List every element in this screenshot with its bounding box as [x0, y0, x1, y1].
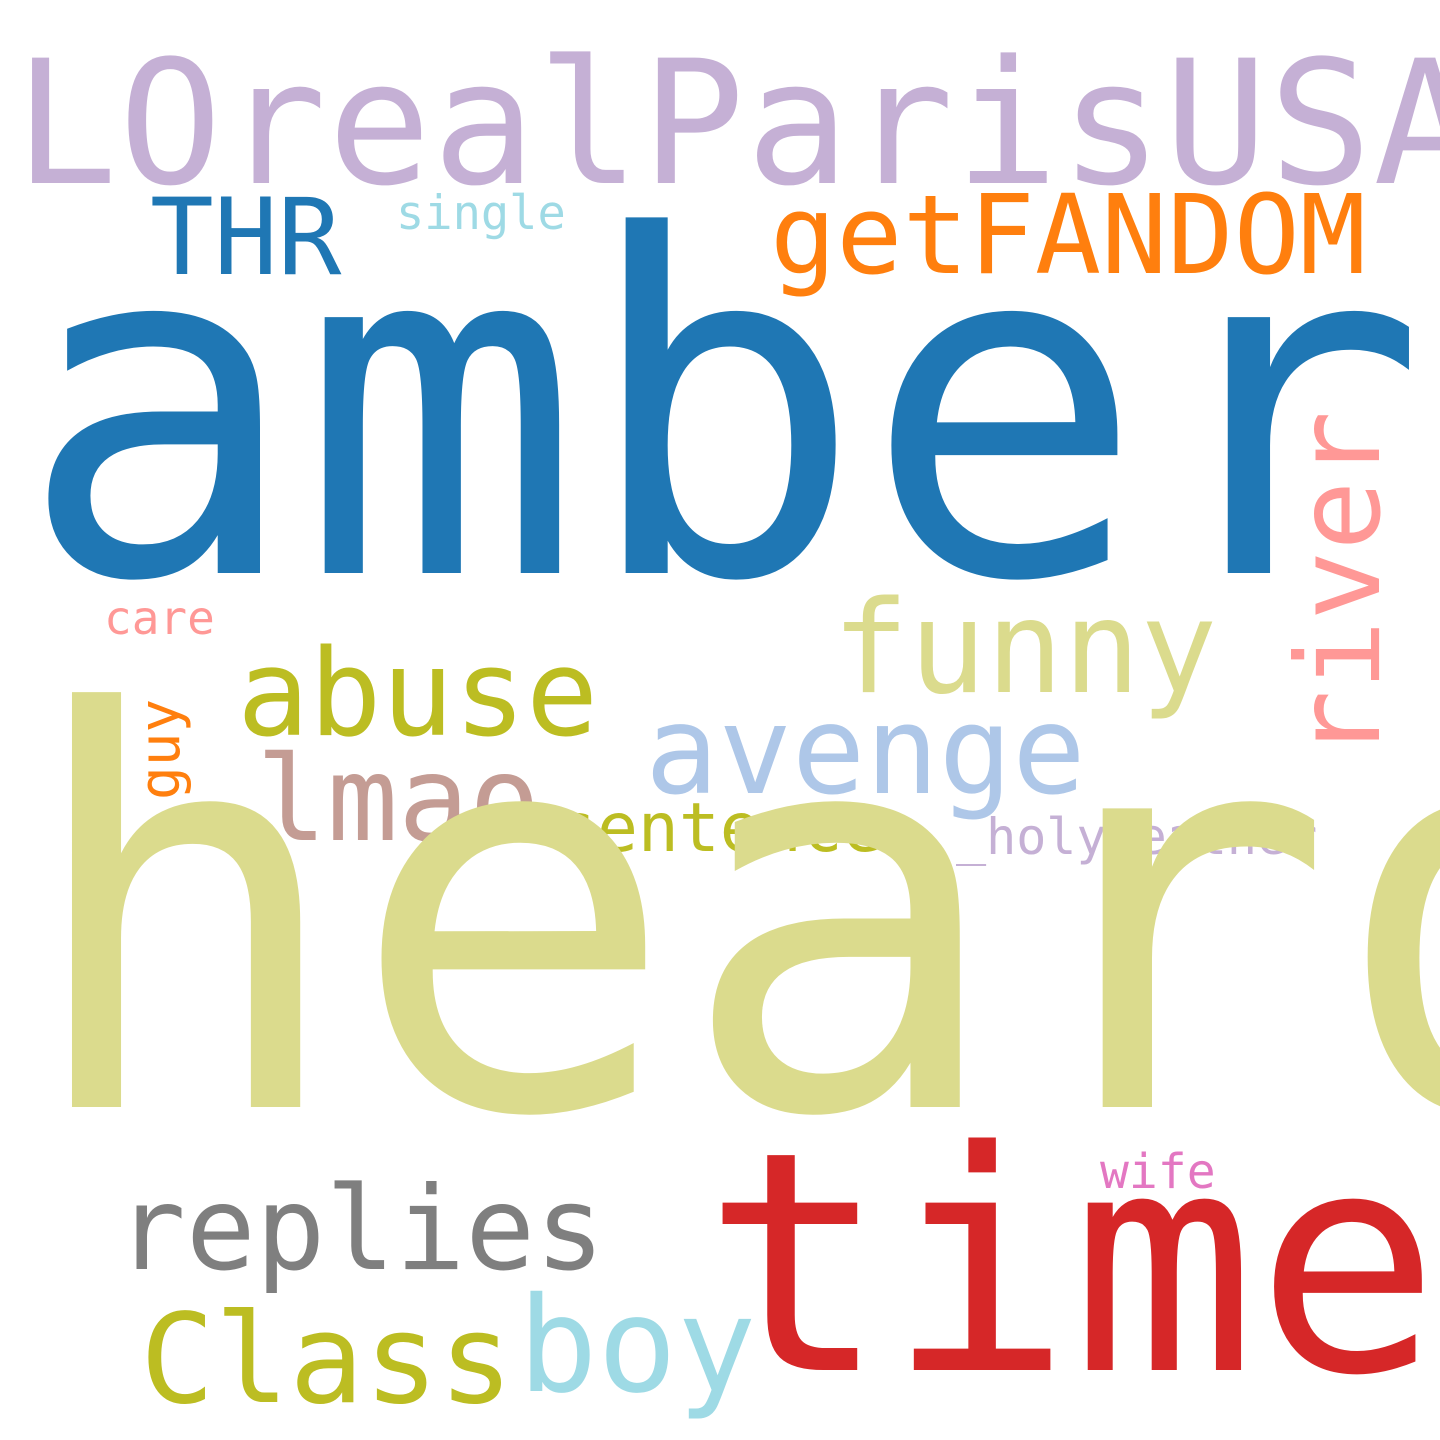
word-wife: wife — [1100, 1144, 1216, 1200]
word-single: single — [396, 186, 566, 241]
word-lmao: lmao — [256, 730, 541, 868]
word-care: care — [104, 591, 215, 645]
word-funny: funny — [832, 574, 1218, 723]
word-thr: THR — [150, 176, 342, 299]
word-boy: boy — [518, 1269, 757, 1423]
word-loreal: LOrealParisUSA — [14, 23, 1440, 224]
word-heard: heard — [20, 600, 1440, 1236]
word-amber: amber — [18, 140, 1427, 684]
word-replies: replies — [116, 1162, 605, 1297]
word-sentence: sentence — [556, 789, 884, 868]
word-time: time — [703, 1087, 1440, 1440]
word-avenge: avenge — [645, 680, 1086, 822]
word-holyweather: _holyweather — [956, 808, 1318, 866]
word-getfandom: getFANDOM — [770, 171, 1367, 299]
word-abuse: abuse — [237, 625, 599, 764]
word-class: Class — [140, 1288, 514, 1432]
